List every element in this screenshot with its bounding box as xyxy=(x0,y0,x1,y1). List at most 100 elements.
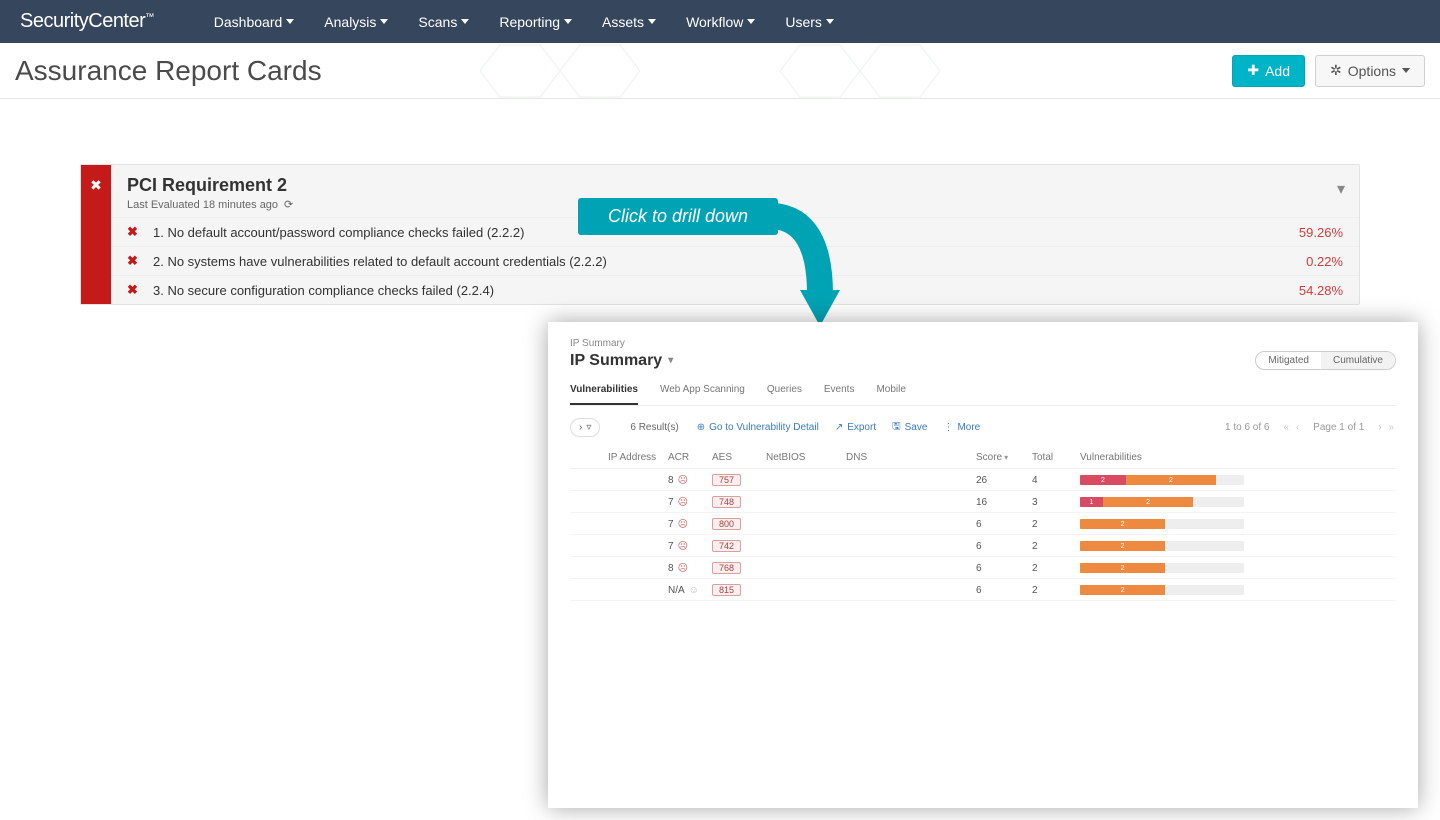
pager-range: 1 to 6 of 6 xyxy=(1225,422,1269,433)
cell-vuln: 2 xyxy=(1080,585,1250,595)
chevron-down-icon xyxy=(826,19,834,24)
save-link[interactable]: 🖫Save xyxy=(892,419,927,436)
col-header[interactable]: Vulnerabilities xyxy=(1080,452,1250,463)
cell-acr: 7☹ xyxy=(668,541,712,552)
pager: 1 to 6 of 6 « ‹ Page 1 of 1 › » xyxy=(1225,422,1396,433)
table-row[interactable]: N/A☺815622 xyxy=(570,579,1396,601)
table-row[interactable]: 8☹768622 xyxy=(570,557,1396,579)
panel-title-row: IP Summary ▾ Mitigated Cumulative xyxy=(570,351,1396,370)
export-link[interactable]: ↗Export xyxy=(835,422,876,433)
col-header[interactable]: NetBIOS xyxy=(766,452,846,463)
table-row[interactable]: 7☹742622 xyxy=(570,535,1396,557)
col-header[interactable]: AES xyxy=(712,452,766,463)
target-icon: ⊕ xyxy=(697,422,705,433)
page-next-icon[interactable]: › xyxy=(1378,422,1381,433)
trademark: ™ xyxy=(145,11,154,21)
add-button[interactable]: ✚ Add xyxy=(1232,55,1305,87)
arc-row-text: 1. No default account/password complianc… xyxy=(153,225,524,240)
chevron-down-icon xyxy=(1402,68,1410,73)
tab-mobile[interactable]: Mobile xyxy=(876,384,905,405)
nav-label: Dashboard xyxy=(214,14,283,30)
cell-score: 6 xyxy=(976,563,1032,574)
result-count: 6 Result(s) xyxy=(630,422,678,433)
breadcrumb: IP Summary xyxy=(570,338,1396,349)
table-row[interactable]: 7☹800622 xyxy=(570,513,1396,535)
arc-row[interactable]: ✖3. No secure configuration compliance c… xyxy=(111,275,1359,304)
chevron-down-icon xyxy=(747,19,755,24)
nav-item-dashboard[interactable]: Dashboard xyxy=(214,14,295,30)
cell-score: 6 xyxy=(976,541,1032,552)
chevron-down-icon xyxy=(286,19,294,24)
nav-item-users[interactable]: Users xyxy=(785,14,834,30)
fail-icon: ✖ xyxy=(127,224,139,240)
nav-label: Analysis xyxy=(324,14,376,30)
refresh-icon[interactable]: ⟳ xyxy=(284,198,293,211)
fail-icon: ✖ xyxy=(127,282,139,298)
page-title: Assurance Report Cards xyxy=(15,55,322,87)
ip-summary-panel: IP Summary IP Summary ▾ Mitigated Cumula… xyxy=(548,322,1418,808)
tab-vulnerabilities[interactable]: Vulnerabilities xyxy=(570,384,638,405)
cell-score: 16 xyxy=(976,497,1032,508)
face-icon: ☹ xyxy=(678,563,688,574)
link-label: Export xyxy=(847,422,876,433)
options-button[interactable]: ✲ Options xyxy=(1315,55,1425,87)
page-last-icon[interactable]: » xyxy=(1388,422,1394,433)
cell-score: 6 xyxy=(976,585,1032,596)
filter-icon: ▿ xyxy=(586,422,591,433)
header-decoration xyxy=(480,43,940,99)
vuln-segment: 2 xyxy=(1080,475,1126,485)
pill-mitigated[interactable]: Mitigated xyxy=(1256,352,1321,369)
panel-title-text: IP Summary xyxy=(570,352,662,370)
face-icon: ☹ xyxy=(678,497,688,508)
more-link[interactable]: ⋮More xyxy=(943,422,980,433)
arc-row-text: 2. No systems have vulnerabilities relat… xyxy=(153,254,607,269)
filter-chip[interactable]: › ▿ xyxy=(570,418,600,437)
page-header: Assurance Report Cards ✚ Add ✲ Options xyxy=(0,43,1440,99)
panel-toolbar: › ▿ 6 Result(s) ⊕Go to Vulnerability Det… xyxy=(570,418,1396,437)
arc-status-stripe: ✖ xyxy=(81,165,111,304)
cell-total: 4 xyxy=(1032,475,1080,486)
face-icon: ☹ xyxy=(678,541,688,552)
nav-item-reporting[interactable]: Reporting xyxy=(499,14,572,30)
pill-cumulative[interactable]: Cumulative xyxy=(1321,352,1395,369)
page-first-icon[interactable]: « xyxy=(1283,422,1289,433)
cell-vuln: 22 xyxy=(1080,475,1250,485)
nav-label: Scans xyxy=(418,14,457,30)
table-header: IP AddressACRAESNetBIOSDNSScore▾TotalVul… xyxy=(570,447,1396,469)
chevron-right-icon: › xyxy=(579,422,582,433)
plus-icon: ✚ xyxy=(1247,62,1259,79)
col-header[interactable]: DNS xyxy=(846,452,976,463)
nav-item-workflow[interactable]: Workflow xyxy=(686,14,755,30)
fail-icon: ✖ xyxy=(90,177,102,194)
arc-title: PCI Requirement 2 xyxy=(127,175,1343,196)
face-icon: ☺ xyxy=(689,585,699,596)
page-prev-icon[interactable]: ‹ xyxy=(1296,422,1299,433)
table-row[interactable]: 7☹74816312 xyxy=(570,491,1396,513)
add-button-label: Add xyxy=(1265,63,1290,79)
col-header[interactable]: IP Address xyxy=(608,452,668,463)
col-header[interactable]: ACR xyxy=(668,452,712,463)
brand-logo: SecurityCenter™ xyxy=(20,10,154,33)
save-icon: 🖫 xyxy=(892,419,901,436)
nav-item-scans[interactable]: Scans xyxy=(418,14,469,30)
tab-web-app-scanning[interactable]: Web App Scanning xyxy=(660,384,745,405)
cell-vuln: 2 xyxy=(1080,563,1250,573)
vuln-bar: 2 xyxy=(1080,563,1244,573)
cell-vuln: 2 xyxy=(1080,519,1250,529)
pager-page: Page 1 of 1 xyxy=(1313,422,1364,433)
go-to-detail-link[interactable]: ⊕Go to Vulnerability Detail xyxy=(697,422,819,433)
tab-queries[interactable]: Queries xyxy=(767,384,802,405)
tab-events[interactable]: Events xyxy=(824,384,855,405)
top-nav: SecurityCenter™ Dashboard Analysis Scans Re… xyxy=(0,0,1440,43)
col-header[interactable]: Total xyxy=(1032,452,1080,463)
nav-item-analysis[interactable]: Analysis xyxy=(324,14,388,30)
table-row[interactable]: 8☹75726422 xyxy=(570,469,1396,491)
cell-acr: 8☹ xyxy=(668,475,712,486)
collapse-toggle[interactable]: ▾ xyxy=(1337,179,1345,199)
arc-row[interactable]: ✖2. No systems have vulnerabilities rela… xyxy=(111,246,1359,275)
nav-item-assets[interactable]: Assets xyxy=(602,14,656,30)
col-header[interactable]: Score▾ xyxy=(976,452,1032,463)
arc-row-percent: 54.28% xyxy=(1299,283,1343,298)
options-button-label: Options xyxy=(1348,63,1396,79)
panel-title[interactable]: IP Summary ▾ xyxy=(570,352,673,370)
